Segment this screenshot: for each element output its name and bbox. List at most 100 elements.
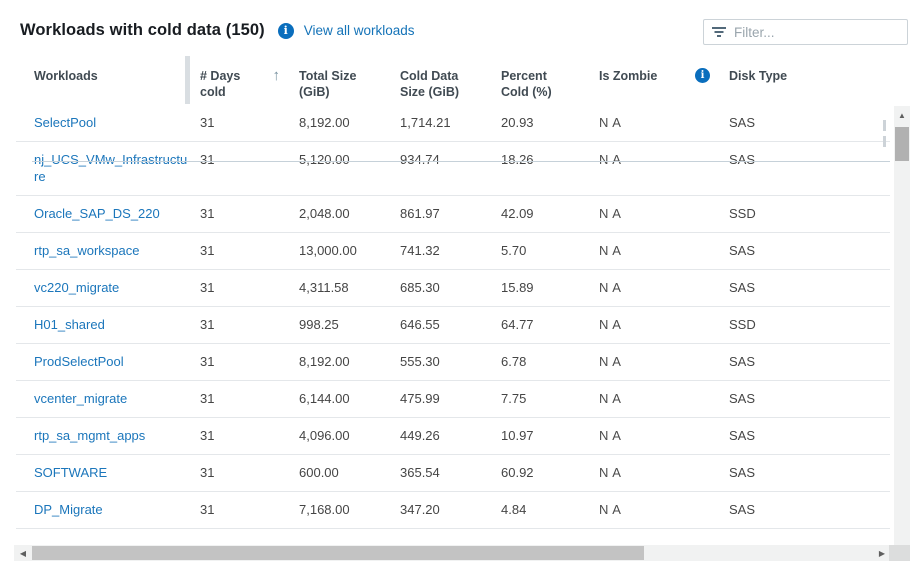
table-row: SelectPool 31 8,192.00 1,714.21 20.93 N … <box>16 105 890 142</box>
workload-name-link[interactable]: vc220_migrate <box>34 280 120 295</box>
total-size-value: 2,048.00 <box>299 206 350 221</box>
percent-cold-value: 60.92 <box>501 465 534 480</box>
column-header-percent-cold[interactable]: Percent Cold (%) <box>501 69 552 99</box>
horizontal-scrollbar[interactable]: ◀ ▶ <box>14 545 889 561</box>
cold-data-size-value: 741.32 <box>400 243 440 258</box>
cold-data-size-value: 449.26 <box>400 428 440 443</box>
info-icon[interactable]: i <box>695 68 710 83</box>
workload-name-link[interactable]: rtp_sa_mgmt_apps <box>34 428 146 443</box>
workload-name-link[interactable]: ProdSelectPool <box>34 354 124 369</box>
cold-data-size-value: 934.74 <box>400 152 440 167</box>
is-zombie-value: N A <box>599 243 622 258</box>
clipped-next-column <box>883 120 886 152</box>
workload-name-link[interactable]: SOFTWARE <box>34 465 108 480</box>
days-cold-value: 31 <box>200 243 215 258</box>
is-zombie-value: N A <box>599 206 622 221</box>
workload-cell: nj_UCS_VMw_Infrastructure <box>16 151 200 185</box>
column-header-disk-type[interactable]: Disk Type <box>729 69 788 83</box>
days-cold-value: 31 <box>200 354 215 369</box>
table-row: H01_shared 31 998.25 646.55 64.77 N A SS… <box>16 307 890 344</box>
workload-name-link[interactable]: SelectPool <box>34 115 97 130</box>
workload-name-link[interactable]: nj_UCS_VMw_Infrastructure <box>34 152 188 184</box>
cold-data-size-value: 646.55 <box>400 317 440 332</box>
is-zombie-value: N A <box>599 280 622 295</box>
days-cold-value: 31 <box>200 502 215 517</box>
total-size-value: 5,120.00 <box>299 152 350 167</box>
page-title: Workloads with cold data (150) <box>20 21 265 39</box>
cold-data-size-value: 861.97 <box>400 206 440 221</box>
sort-asc-icon[interactable]: ↑ <box>272 67 281 84</box>
column-divider[interactable] <box>185 56 190 104</box>
days-cold-value: 31 <box>200 391 215 406</box>
disk-type-value: SAS <box>729 465 756 480</box>
cold-data-size-value: 555.30 <box>400 354 440 369</box>
total-size-value: 7,168.00 <box>299 502 350 517</box>
disk-type-value: SAS <box>729 280 756 295</box>
workload-cell: rtp_sa_workspace <box>16 242 200 259</box>
scroll-up-icon[interactable]: ▲ <box>898 110 906 120</box>
disk-type-value: SAS <box>729 428 756 443</box>
table-row: vc220_migrate 31 4,311.58 685.30 15.89 N… <box>16 270 890 307</box>
scrollbar-corner <box>889 545 910 561</box>
is-zombie-value: N A <box>599 152 622 167</box>
days-cold-value: 31 <box>200 206 215 221</box>
disk-type-value: SSD <box>729 206 756 221</box>
percent-cold-value: 20.93 <box>501 115 534 130</box>
cold-data-size-value: 1,714.21 <box>400 115 451 130</box>
workload-name-link[interactable]: DP_Migrate <box>34 502 103 517</box>
column-header-total-size[interactable]: Total Size (GiB) <box>299 69 357 99</box>
total-size-value: 600.00 <box>299 465 339 480</box>
table-row: Oracle_SAP_DS_220 31 2,048.00 861.97 42.… <box>16 196 890 233</box>
total-size-value: 6,144.00 <box>299 391 350 406</box>
cold-data-size-value: 347.20 <box>400 502 440 517</box>
days-cold-value: 31 <box>200 465 215 480</box>
vertical-scrollbar[interactable]: ▲ ▼ <box>894 106 910 556</box>
total-size-value: 4,311.58 <box>299 280 349 295</box>
info-icon[interactable]: i <box>277 22 294 39</box>
total-size-value: 8,192.00 <box>299 115 350 130</box>
percent-cold-value: 7.75 <box>501 391 527 406</box>
is-zombie-value: N A <box>599 428 622 443</box>
table-header: Workloads # Days cold ↑ Total Size (GiB)… <box>16 56 890 147</box>
is-zombie-value: N A <box>599 465 622 480</box>
view-all-workloads-link[interactable]: View all workloads <box>303 23 415 38</box>
disk-type-value: SAS <box>729 115 756 130</box>
total-size-value: 13,000.00 <box>299 243 357 258</box>
is-zombie-value: N A <box>599 317 622 332</box>
title-wrap: Workloads with cold data (150) i View al… <box>20 21 415 40</box>
scroll-right-icon[interactable]: ▶ <box>878 548 886 558</box>
is-zombie-value: N A <box>599 391 622 406</box>
filter-input[interactable] <box>734 24 899 40</box>
workload-cell: SelectPool <box>16 114 200 131</box>
total-size-value: 4,096.00 <box>299 428 350 443</box>
cold-data-size-value: 365.54 <box>400 465 440 480</box>
workload-cell: ProdSelectPool <box>16 353 200 370</box>
days-cold-value: 31 <box>200 317 215 332</box>
workload-name-link[interactable]: H01_shared <box>34 317 105 332</box>
disk-type-value: SAS <box>729 391 756 406</box>
header-divider <box>32 161 890 162</box>
column-header-days-cold[interactable]: # Days cold ↑ <box>200 67 281 99</box>
column-header-cold-data-size[interactable]: Cold Data Size (GiB) <box>400 69 460 99</box>
percent-cold-value: 42.09 <box>501 206 534 221</box>
panel-header: Workloads with cold data (150) i View al… <box>0 0 912 57</box>
disk-type-value: SAS <box>729 502 756 517</box>
workload-cell: SOFTWARE <box>16 464 200 481</box>
days-cold-value: 31 <box>200 428 215 443</box>
table-row: vcenter_migrate 31 6,144.00 475.99 7.75 … <box>16 381 890 418</box>
workload-name-link[interactable]: Oracle_SAP_DS_220 <box>34 206 160 221</box>
workload-name-link[interactable]: rtp_sa_workspace <box>34 243 140 258</box>
days-cold-value: 31 <box>200 152 215 167</box>
cold-data-size-value: 475.99 <box>400 391 440 406</box>
scroll-left-icon[interactable]: ◀ <box>19 548 27 558</box>
vertical-scrollbar-thumb[interactable] <box>895 127 909 161</box>
table-row: DP_Migrate 31 7,168.00 347.20 4.84 N A S… <box>16 492 890 529</box>
column-header-workloads[interactable]: Workloads <box>34 69 98 83</box>
column-header-is-zombie[interactable]: Is Zombie i <box>599 68 729 105</box>
filter-icon <box>712 26 726 38</box>
horizontal-scrollbar-thumb[interactable] <box>32 546 644 560</box>
workloads-table: Workloads # Days cold ↑ Total Size (GiB)… <box>16 56 890 529</box>
disk-type-value: SAS <box>729 152 756 167</box>
percent-cold-value: 15.89 <box>501 280 534 295</box>
workload-name-link[interactable]: vcenter_migrate <box>34 391 128 406</box>
